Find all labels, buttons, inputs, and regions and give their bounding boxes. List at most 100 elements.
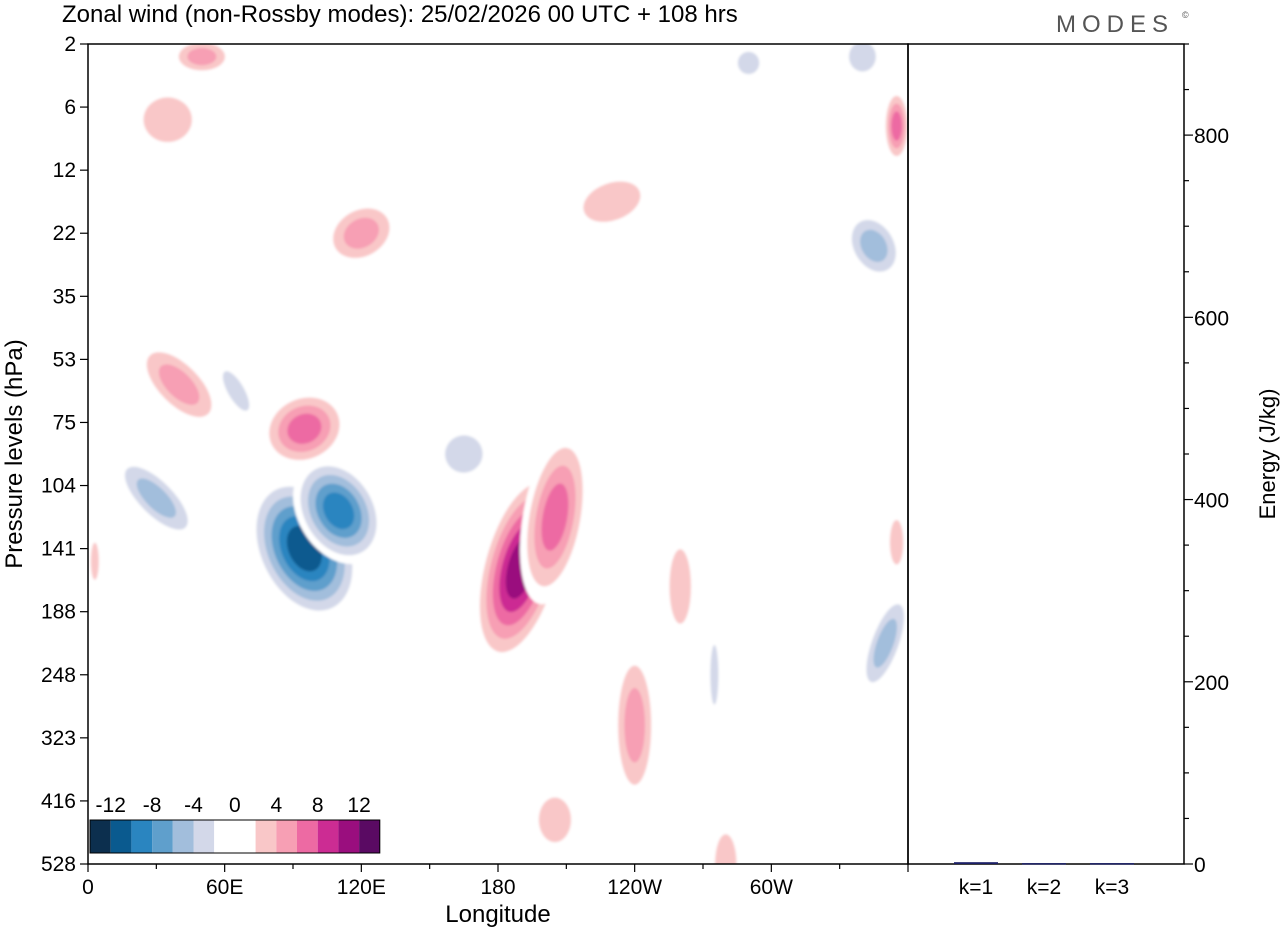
contour-band <box>158 364 200 405</box>
colorbar-swatch <box>193 820 215 853</box>
y-tick-label: 22 <box>53 222 76 245</box>
wind-feature-23 <box>126 81 209 158</box>
colorbar-label: -8 <box>143 794 162 817</box>
contour-band <box>669 549 691 624</box>
colorbar-swatch <box>276 820 297 853</box>
logo-mark: © <box>1182 10 1195 20</box>
y-tick-label: 141 <box>41 538 76 561</box>
y-tick-label: 53 <box>53 348 76 371</box>
bar-category-label: k=3 <box>1095 876 1129 899</box>
x-tick-label: 60E <box>206 876 243 899</box>
y-tick-label: 323 <box>41 727 76 750</box>
y-tick-label: 248 <box>41 664 76 687</box>
y-tick-label: 2 <box>64 33 76 56</box>
colorbar-swatch <box>297 820 318 853</box>
energy-bar <box>1090 863 1134 865</box>
contour-band <box>715 834 737 864</box>
colorbar-swatch <box>110 820 132 853</box>
wind-feature-12 <box>370 687 398 814</box>
colorbar-swatch <box>131 820 153 853</box>
wind-feature-15 <box>611 643 658 808</box>
wind-feature-6 <box>843 210 905 282</box>
wind-feature-3 <box>213 357 259 425</box>
wind-feature-7 <box>541 308 615 385</box>
logo-text: MODES <box>1056 11 1174 38</box>
colorbar-label: 8 <box>312 794 324 817</box>
y-tick-label: 104 <box>41 475 76 498</box>
contour-band <box>737 51 760 75</box>
wind-feature-5 <box>859 589 908 697</box>
contour-band <box>136 478 176 518</box>
contour-band <box>541 483 569 551</box>
bar-category-label: k=1 <box>959 876 993 899</box>
colorbar-label: 4 <box>270 794 282 817</box>
wind-feature-22 <box>170 44 234 76</box>
contour-band <box>90 542 99 580</box>
colorbar-label: 0 <box>229 794 241 817</box>
wind-feature-21 <box>882 88 908 164</box>
contour-band <box>710 644 719 705</box>
contour-band <box>583 181 641 222</box>
contour-band <box>445 435 483 473</box>
y-tick-label: 12 <box>53 159 76 182</box>
colorbar-swatch <box>317 820 339 853</box>
contour-band <box>891 111 902 141</box>
contour-band <box>538 797 572 843</box>
colorbar: -12 -8 -4 0 4 8 12 <box>89 794 381 854</box>
energy-axis-label: Energy (J/kg) <box>1255 389 1280 520</box>
bar-panel-frame <box>907 43 1185 865</box>
contour-band <box>873 618 897 668</box>
colorbar-swatch <box>90 820 111 853</box>
y-axis-label: Pressure levels (hPa) <box>1 339 28 568</box>
contour-band <box>287 413 322 444</box>
y-tick-label: 528 <box>41 853 76 876</box>
x-tick-label: 120E <box>337 876 386 899</box>
energy-tick-label: 200 <box>1194 672 1229 695</box>
colorbar-label: -4 <box>184 794 203 817</box>
heatmap-field <box>88 44 908 864</box>
y-tick-label: 35 <box>53 285 76 308</box>
colorbar-label: 12 <box>347 794 370 817</box>
wind-feature-26 <box>707 813 744 864</box>
wind-feature-27 <box>527 782 583 858</box>
heatmap-frame <box>87 43 909 865</box>
wind-feature-1 <box>293 457 385 565</box>
colorbar-swatch <box>338 820 360 853</box>
wind-feature-18 <box>134 340 224 430</box>
wind-feature-2 <box>113 454 200 542</box>
colorbar-label: -12 <box>96 794 126 817</box>
bar-category-label: k=2 <box>1027 876 1061 899</box>
contour-band <box>624 688 645 763</box>
colorbar-swatch <box>359 820 380 853</box>
wind-feature-24 <box>88 529 102 593</box>
colorbar-swatch <box>172 820 194 853</box>
x-tick-label: 60W <box>750 876 793 899</box>
contour-band <box>541 308 615 385</box>
energy-tick-label: 800 <box>1194 125 1229 148</box>
wind-feature-8 <box>839 44 886 82</box>
contour-band <box>322 492 355 530</box>
energy-bars: k=1 k=2 k=3 <box>954 862 1134 899</box>
energy-bar <box>1022 863 1066 865</box>
wind-feature-16 <box>662 523 699 650</box>
contour-band <box>860 229 888 262</box>
energy-tick-label: 400 <box>1194 490 1229 513</box>
contour-band <box>143 97 192 143</box>
x-tick-label: 0 <box>82 876 94 899</box>
contour-band <box>343 217 379 249</box>
energy-tick-label: 600 <box>1194 307 1229 330</box>
wind-feature-25 <box>885 504 908 581</box>
wind-feature-11 <box>112 613 155 800</box>
wind-feature-10 <box>707 624 722 726</box>
wind-feature-20 <box>563 167 661 236</box>
y-tick-label: 75 <box>53 411 76 434</box>
contour-band <box>187 48 217 66</box>
x-tick-label: 180 <box>480 876 515 899</box>
y-tick-label: 6 <box>64 96 76 119</box>
wind-feature-19 <box>322 199 401 268</box>
wind-feature-17 <box>260 389 349 469</box>
colorbar-swatch <box>152 820 173 853</box>
contour-band <box>222 371 250 411</box>
contour-band <box>849 44 876 72</box>
contour-band <box>889 519 904 565</box>
